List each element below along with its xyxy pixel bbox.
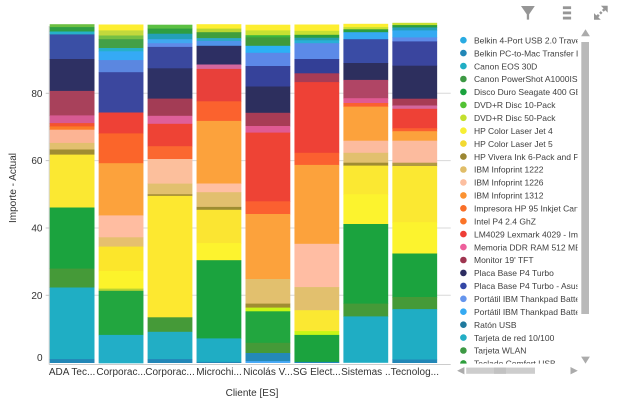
svg-text:Disco Duro Seagate 400 GB: Disco Duro Seagate 400 GB: [474, 87, 582, 97]
svg-text:ADA Tec...: ADA Tec...: [49, 367, 96, 378]
svg-text:60: 60: [31, 156, 43, 167]
svg-text:0: 0: [37, 353, 43, 364]
svg-text:Corporac...: Corporac...: [96, 367, 145, 378]
svg-text:Canon EOS 30D: Canon EOS 30D: [474, 61, 537, 71]
svg-text:DVD+R Disc 10-Pack: DVD+R Disc 10-Pack: [474, 100, 556, 110]
svg-text:HP Vivera Ink 6-Pack and Pl: HP Vivera Ink 6-Pack and Pl: [474, 152, 581, 162]
svg-text:40: 40: [31, 224, 43, 235]
svg-text:IBM Infoprint 1226: IBM Infoprint 1226: [474, 178, 544, 188]
svg-text:Tarjeta WLAN: Tarjeta WLAN: [474, 346, 526, 356]
svg-text:Placa Base P4 Turbo - Asus: Placa Base P4 Turbo - Asus: [474, 281, 580, 291]
svg-text:Memoria DDR RAM 512 MB: Memoria DDR RAM 512 MB: [474, 242, 581, 252]
svg-text:SG Elect...: SG Elect...: [293, 367, 341, 378]
svg-text:Belkin 4-Port USB 2.0 Trave: Belkin 4-Port USB 2.0 Trave: [474, 35, 581, 45]
svg-text:Intel P4 2.4 GhZ: Intel P4 2.4 GhZ: [474, 216, 536, 226]
svg-text:Tarjeta de red 10/100: Tarjeta de red 10/100: [474, 333, 555, 343]
svg-text:IBM Infoprint 1312: IBM Infoprint 1312: [474, 191, 544, 201]
svg-text:HP Color Laser Jet 5: HP Color Laser Jet 5: [474, 139, 553, 149]
svg-text:Placa Base P4 Turbo: Placa Base P4 Turbo: [474, 268, 554, 278]
svg-text:Portátil IBM Thankpad Batte: Portátil IBM Thankpad Batte: [474, 294, 580, 304]
svg-text:20: 20: [31, 291, 43, 302]
svg-text:80: 80: [31, 89, 43, 100]
svg-text:Impresora HP 95 Inkjet Cart: Impresora HP 95 Inkjet Cart: [474, 204, 580, 214]
svg-text:Belkin PC-to-Mac Transfer K: Belkin PC-to-Mac Transfer K: [474, 48, 582, 58]
svg-text:Importe - Actual: Importe - Actual: [8, 153, 19, 223]
svg-text:Microchi...: Microchi...: [196, 367, 242, 378]
svg-text:Nicolás V...: Nicolás V...: [243, 367, 293, 378]
svg-text:Corporac...: Corporac...: [145, 367, 194, 378]
svg-text:Canon PowerShot A1000IS: Canon PowerShot A1000IS: [474, 74, 578, 84]
svg-text:LM4029 Lexmark 4029 - Imp: LM4029 Lexmark 4029 - Imp: [474, 229, 583, 239]
svg-text:Cliente [ES]: Cliente [ES]: [226, 388, 279, 399]
svg-text:Tecnolog...: Tecnolog...: [391, 367, 439, 378]
svg-text:Sistemas ..: Sistemas ..: [341, 367, 390, 378]
svg-text:DVD+R Disc 50-Pack: DVD+R Disc 50-Pack: [474, 113, 556, 123]
svg-text:HP Color Laser Jet 4: HP Color Laser Jet 4: [474, 126, 553, 136]
svg-text:Ratón USB: Ratón USB: [474, 320, 517, 330]
svg-text:Portátil IBM Thankpad Batte: Portátil IBM Thankpad Batte: [474, 307, 580, 317]
svg-text:Monitor 19' TFT: Monitor 19' TFT: [474, 255, 534, 265]
svg-text:IBM Infoprint 1222: IBM Infoprint 1222: [474, 165, 544, 175]
